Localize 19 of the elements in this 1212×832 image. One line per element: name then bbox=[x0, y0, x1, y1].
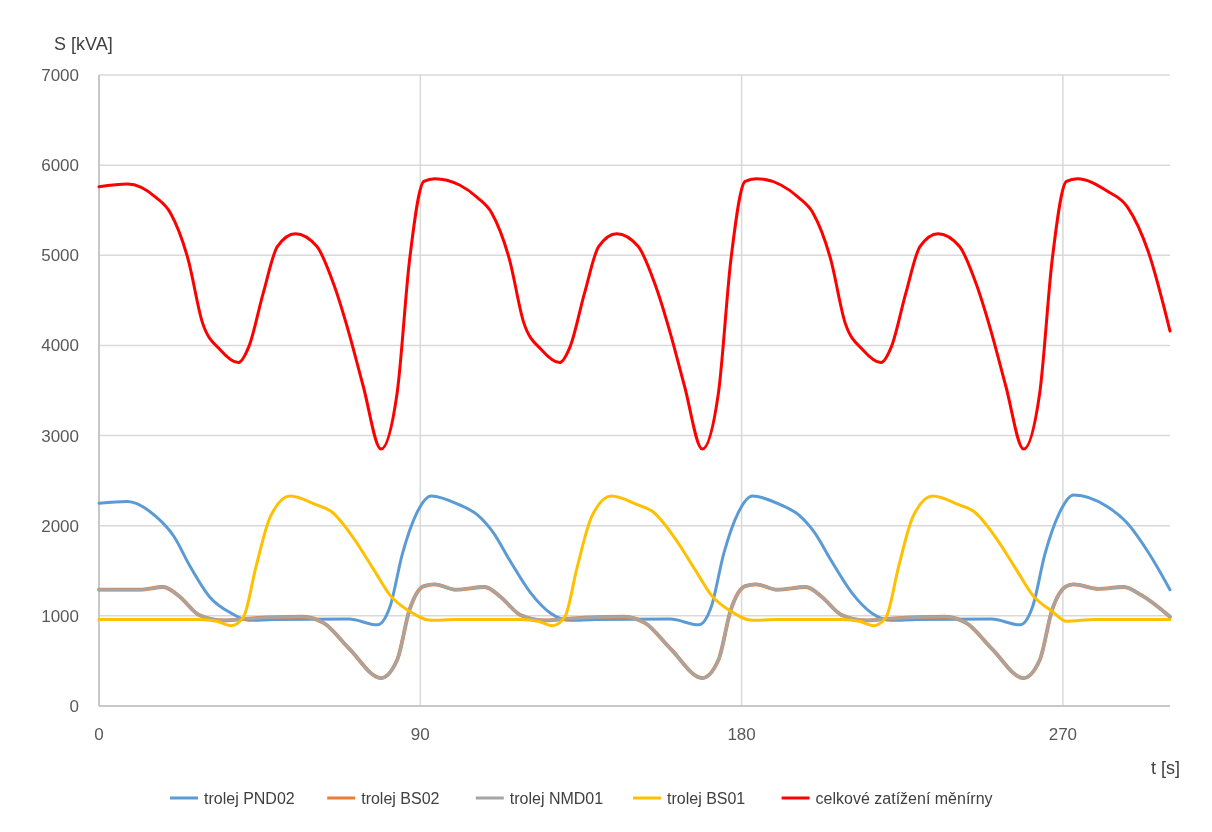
y-tick-label: 2000 bbox=[41, 516, 79, 536]
legend-label: trolej BS01 bbox=[667, 789, 746, 807]
y-tick-label: 7000 bbox=[41, 65, 79, 85]
y-axis-title: S [kVA] bbox=[54, 34, 113, 54]
y-tick-label: 4000 bbox=[41, 336, 79, 356]
x-tick-label: 90 bbox=[410, 725, 430, 744]
x-tick-label: 0 bbox=[94, 725, 104, 744]
y-tick-label: 1000 bbox=[41, 606, 79, 626]
x-tick-label: 180 bbox=[727, 725, 756, 744]
x-tick-label: 270 bbox=[1048, 725, 1078, 744]
legend-label: trolej BS02 bbox=[361, 789, 440, 807]
legend-label: trolej PND02 bbox=[204, 789, 295, 807]
legend-label: trolej NMD01 bbox=[509, 789, 604, 807]
y-tick-label: 0 bbox=[69, 696, 79, 716]
y-tick-label: 6000 bbox=[41, 156, 79, 176]
y-tick-label: 3000 bbox=[41, 426, 79, 446]
y-tick-label: 5000 bbox=[41, 246, 79, 266]
legend-label: celkové zatížení měnírny bbox=[815, 789, 993, 807]
x-axis-title: t [s] bbox=[1150, 758, 1180, 778]
